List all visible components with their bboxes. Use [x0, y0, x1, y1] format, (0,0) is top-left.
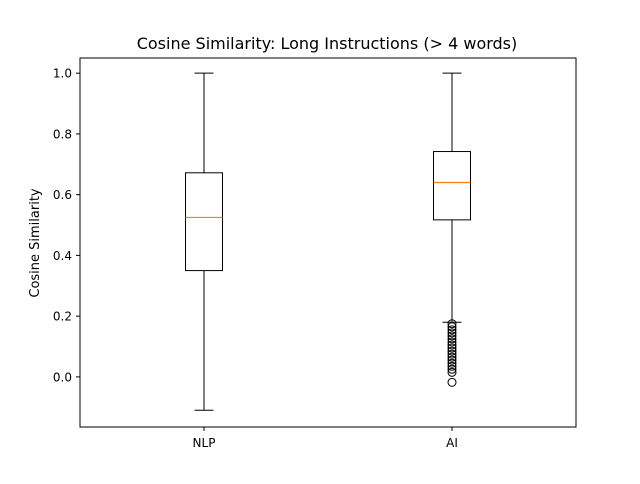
- outlier-point: [447, 352, 457, 362]
- outlier-point: [447, 337, 457, 347]
- outlier-point: [447, 377, 457, 387]
- axes-frame: [79, 57, 577, 428]
- outlier-point: [447, 364, 457, 374]
- y-tick-label: 0.8: [53, 127, 72, 141]
- y-tick-label: 0.0: [53, 370, 72, 384]
- outlier-point: [447, 340, 457, 350]
- outlier-point: [447, 361, 457, 371]
- y-tick-label: 0.6: [53, 188, 72, 202]
- x-tick-label: NLP: [193, 436, 216, 450]
- y-tick-label: 1.0: [53, 67, 72, 81]
- outlier-point: [447, 349, 457, 359]
- y-axis-label: Cosine Similarity: [28, 188, 43, 298]
- chart-title: Cosine Similarity: Long Instructions (> …: [137, 34, 518, 53]
- y-tick-label: 0.4: [53, 249, 72, 263]
- outlier-point: [447, 358, 457, 368]
- outlier-point: [447, 355, 457, 365]
- outlier-point: [447, 334, 457, 344]
- plot-area: 0.0 0.2 0.4 0.6 0.8 1.0 NLP AI: [53, 57, 577, 450]
- y-tick-label: 0.2: [53, 310, 72, 324]
- outlier-point: [447, 322, 457, 332]
- outlier-point: [447, 325, 457, 335]
- outlier-point: [447, 319, 457, 329]
- outlier-point: [447, 328, 457, 338]
- outlier-point: [447, 346, 457, 356]
- box-iqr: [433, 151, 471, 221]
- outlier-point: [447, 331, 457, 341]
- x-tick-label: AI: [446, 436, 458, 450]
- box-iqr: [185, 172, 223, 272]
- outlier-point: [447, 367, 457, 377]
- outlier-point: [447, 343, 457, 353]
